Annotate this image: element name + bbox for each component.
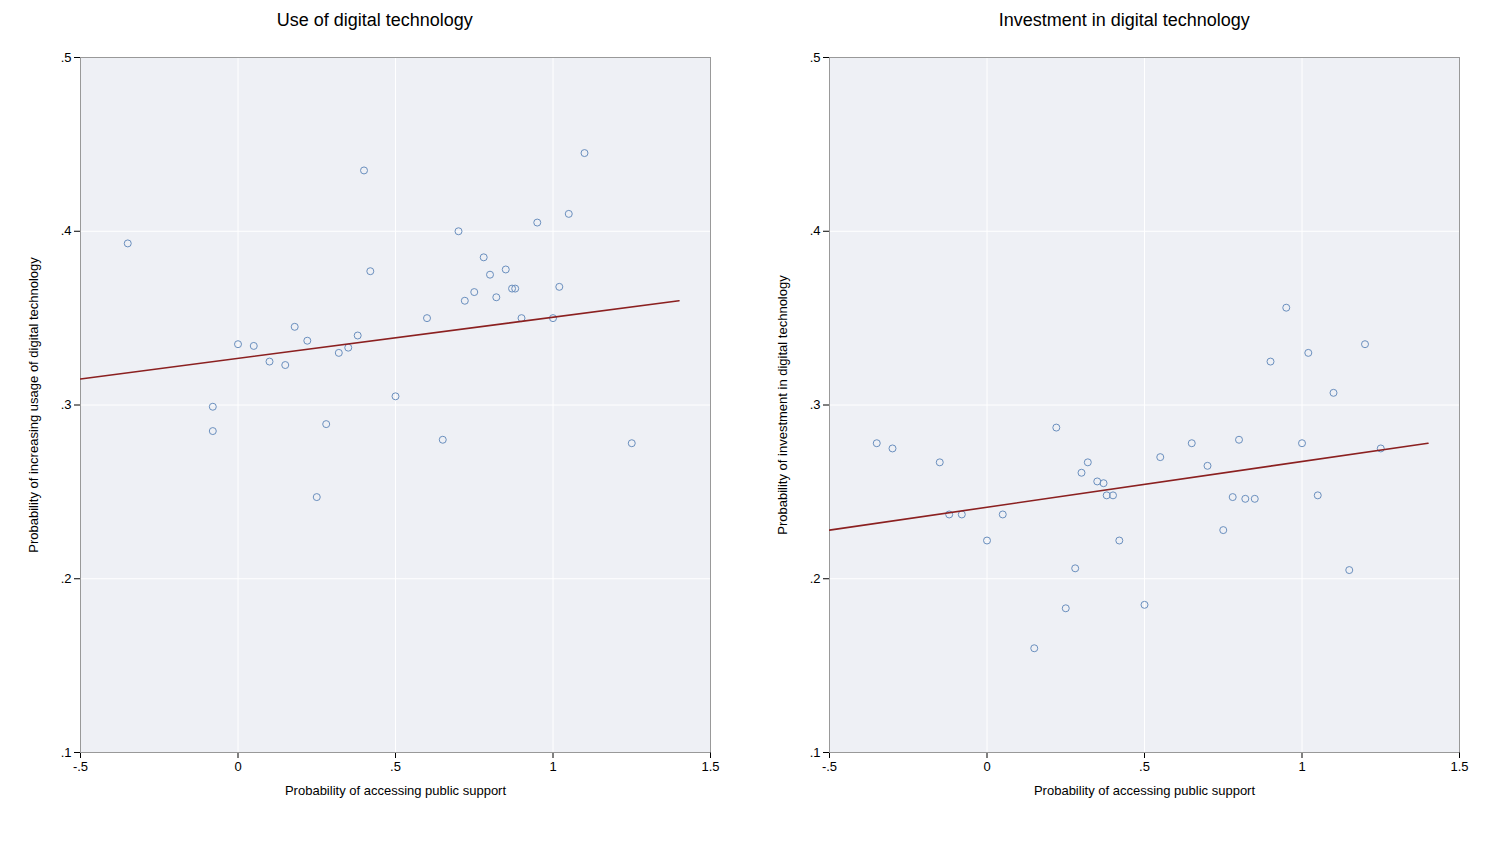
svg-text:.5: .5 xyxy=(810,50,821,65)
svg-text:.2: .2 xyxy=(60,571,71,586)
svg-text:1.5: 1.5 xyxy=(701,759,719,774)
svg-text:-.5: -.5 xyxy=(822,759,837,774)
svg-text:Probability of accessing publi: Probability of accessing public support xyxy=(285,783,507,798)
svg-text:Probability of investment in d: Probability of investment in digital tec… xyxy=(775,275,790,535)
html-text:Use of digital technology: Use of digital technology xyxy=(276,10,473,30)
svg-text:Probability of increasing usag: Probability of increasing usage of digit… xyxy=(25,257,40,553)
svg-text:Probability of accessing publi: Probability of accessing public support xyxy=(1034,783,1256,798)
svg-text:.3: .3 xyxy=(810,397,821,412)
svg-text:-.5: -.5 xyxy=(73,759,88,774)
svg-text:.1: .1 xyxy=(810,745,821,760)
svg-text:1: 1 xyxy=(549,759,556,774)
svg-text:.5: .5 xyxy=(390,759,401,774)
svg-text:1: 1 xyxy=(1299,759,1306,774)
svg-text:1.5: 1.5 xyxy=(1451,759,1469,774)
svg-text:.3: .3 xyxy=(60,397,71,412)
svg-text:.1: .1 xyxy=(60,745,71,760)
svg-text:.4: .4 xyxy=(60,223,71,238)
html-text:Investment in digital technolo: Investment in digital technology xyxy=(998,10,1250,30)
svg-text:0: 0 xyxy=(234,759,241,774)
svg-text:.2: .2 xyxy=(810,571,821,586)
svg-text:.5: .5 xyxy=(1139,759,1150,774)
svg-text:.5: .5 xyxy=(60,50,71,65)
svg-text:.4: .4 xyxy=(810,223,821,238)
svg-text:0: 0 xyxy=(984,759,991,774)
